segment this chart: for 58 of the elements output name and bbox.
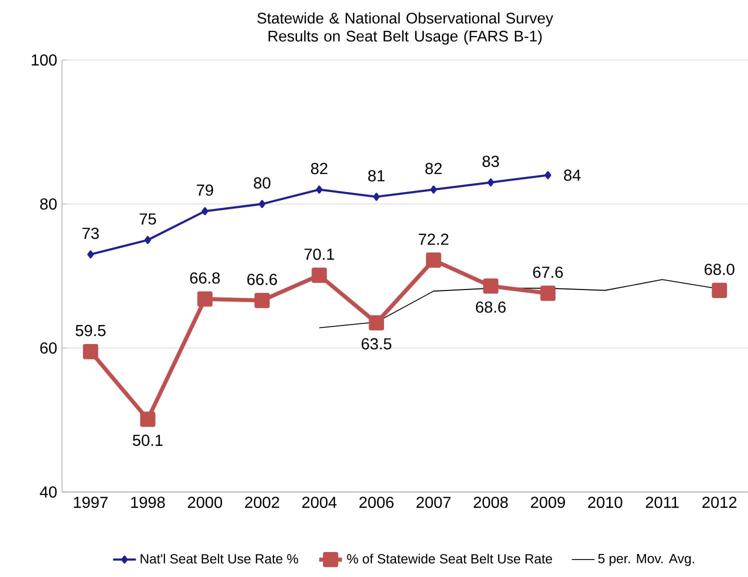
point (144, 236, 152, 244)
x-tick-label: 2009 (530, 496, 565, 508)
data-label: 81 (368, 170, 385, 182)
data-label: 82 (425, 162, 442, 174)
point (712, 282, 728, 298)
data-label: 83 (482, 156, 499, 168)
point (483, 278, 498, 294)
point (430, 186, 437, 194)
data-label: 79 (196, 184, 214, 196)
x-tick-label: 1998 (131, 496, 165, 508)
x-tick-label: 1997 (74, 496, 108, 508)
data-label: 72.2 (418, 234, 448, 245)
point (140, 412, 156, 427)
x-tick-label: 2007 (416, 496, 451, 508)
x-tick-label: 2012 (702, 496, 736, 508)
point (426, 252, 442, 268)
legend-label: 5 per. Mov. Avg. (598, 554, 694, 566)
chart-title: Statewide & National Observational Survey Results on Seat Belt Usage (FARS B-1) (257, 12, 554, 45)
y-tick-label: 60 (40, 342, 57, 354)
data-label: 68.6 (476, 301, 506, 313)
data-label: 82 (311, 162, 328, 174)
point (82, 344, 98, 360)
x-tick-label: 2008 (474, 496, 508, 508)
point (373, 192, 380, 201)
data-label: 80 (254, 177, 270, 189)
y-tick-label: 100 (32, 54, 57, 66)
data-label: 50.1 (132, 434, 163, 446)
x-tick-label: 2010 (588, 496, 622, 508)
x-tick-label: 2006 (359, 496, 394, 508)
point (540, 286, 556, 301)
point (312, 268, 327, 283)
point (316, 186, 323, 194)
data-label: 67.6 (533, 266, 563, 278)
x-tick-label: 2000 (188, 496, 222, 508)
data-label: 66.8 (190, 272, 220, 284)
point (254, 292, 270, 308)
point (197, 291, 213, 307)
data-label: 63.5 (362, 338, 392, 350)
point (87, 250, 94, 258)
data-label: 59.5 (76, 324, 106, 336)
data-label: 75 (140, 213, 156, 225)
point (202, 207, 208, 216)
legend-label: Nat'l Seat Belt Use Rate % (140, 554, 298, 564)
data-label: 73 (82, 228, 99, 240)
legend-label: % of Statewide Seat Belt Use Rate (347, 554, 552, 564)
data-label: 68.0 (704, 264, 734, 276)
point (544, 171, 552, 180)
data-label: 84 (564, 170, 581, 181)
data-label: 66.6 (247, 274, 277, 286)
point (258, 200, 266, 208)
y-tick-label: 40 (40, 486, 57, 498)
x-tick-label: 2011 (646, 496, 679, 508)
y-tick-label: 80 (40, 198, 57, 210)
x-tick-label: 2002 (245, 496, 280, 508)
x-tick-label: 2004 (302, 496, 337, 508)
point (368, 315, 384, 330)
point (487, 178, 494, 186)
data-label: 70.1 (304, 248, 334, 260)
